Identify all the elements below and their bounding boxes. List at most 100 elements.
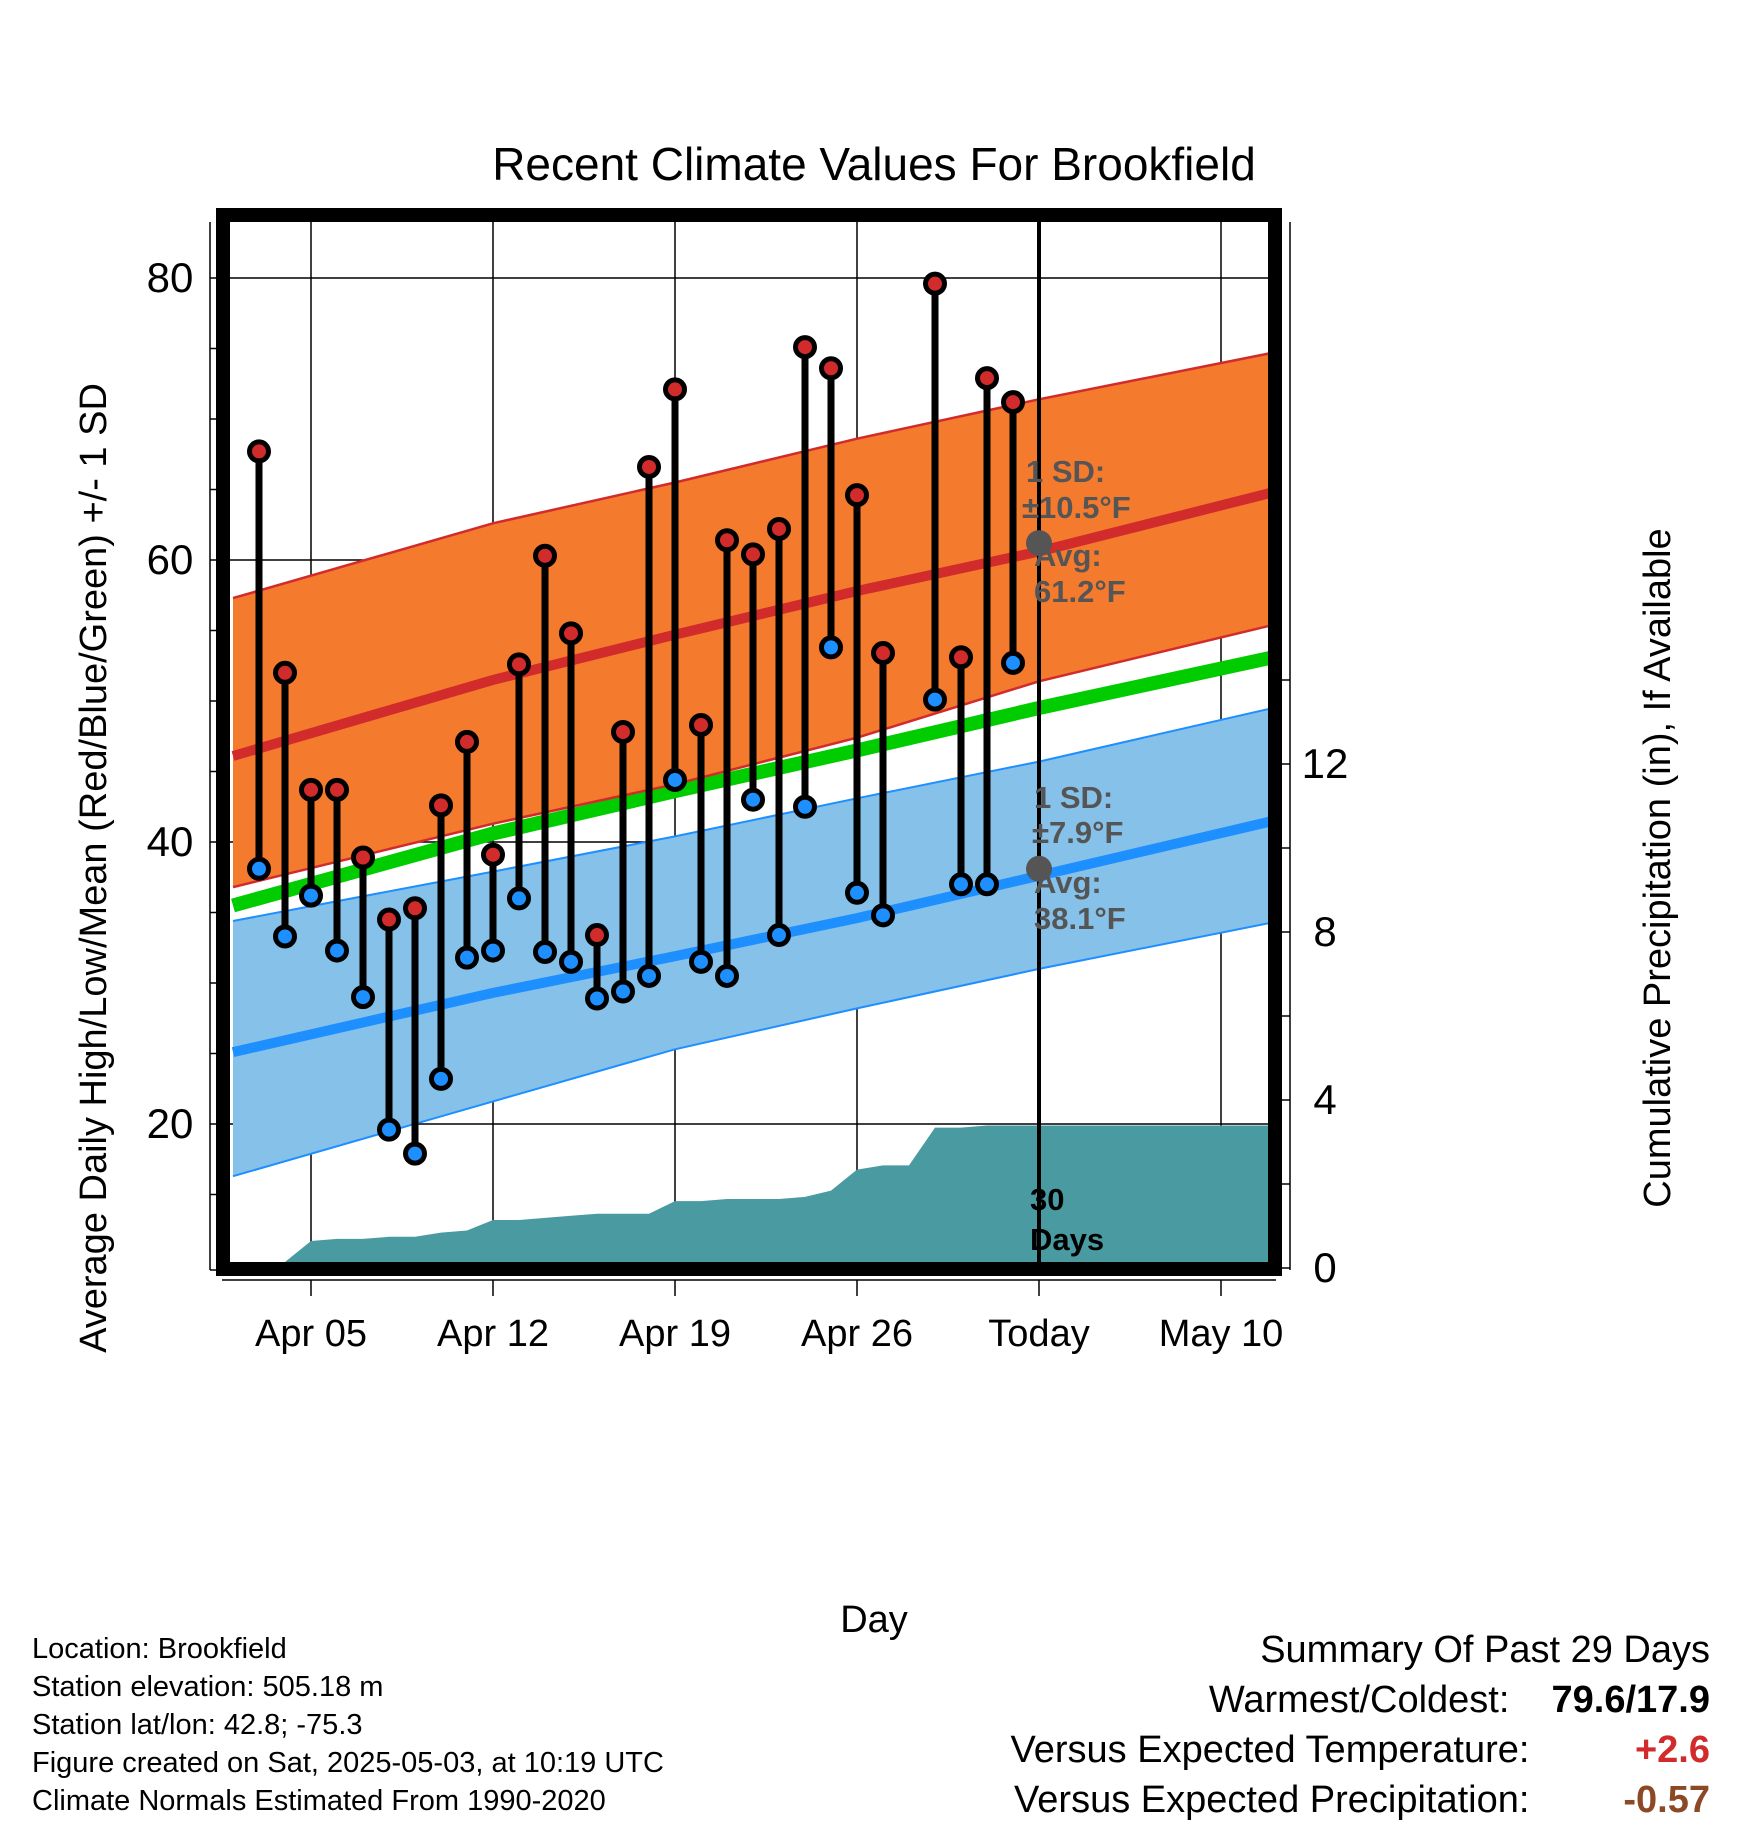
summary-panel: Summary Of Past 29 Days Warmest/Coldest:… (900, 1625, 1710, 1825)
daily-low-point (819, 635, 843, 660)
high-average-marker (1026, 530, 1052, 557)
y-tick-label: 80 (147, 254, 194, 301)
daily-high-point (637, 454, 661, 479)
warmest-coldest-value: 79.6/17.9 (1551, 1679, 1710, 1721)
daily-high-point (533, 543, 557, 568)
x-tick-label: Apr 26 (801, 1313, 913, 1355)
daily-high-point (299, 777, 323, 802)
summary-precipitation: Versus Expected Precipitation: -0.57 (900, 1775, 1710, 1825)
high-band-upper-edge (232, 352, 1268, 600)
low-normal-line (231, 816, 1268, 1057)
precipitation-value: -0.57 (1623, 1779, 1710, 1821)
x-tick-label: Today (988, 1313, 1089, 1355)
daily-high-point (403, 896, 427, 921)
x-tick-label: Apr 19 (619, 1313, 731, 1355)
x-tick-label: Apr 12 (437, 1313, 549, 1355)
daily-low-point (481, 938, 505, 963)
y2-axis-title: Cumulative Precipitation (in), If Availa… (1637, 528, 1679, 1207)
daily-low-point (1001, 650, 1025, 675)
daily-high-point (507, 652, 531, 677)
x-tick-label: Apr 05 (255, 1313, 367, 1355)
daily-low-point (247, 856, 271, 881)
high-sd-value: ±10.5°F (1022, 490, 1131, 525)
daily-low-point (507, 886, 531, 911)
daily-low-point (611, 979, 635, 1004)
daily-high-point (455, 729, 479, 754)
daily-high-point (611, 720, 635, 745)
daily-high-point (377, 907, 401, 932)
daily-low-point (351, 985, 375, 1010)
high-sd-label: 1 SD: (1026, 454, 1105, 489)
daily-low-point (793, 794, 817, 819)
low-band-upper-edge (232, 708, 1268, 922)
summary-temperature: Versus Expected Temperature: +2.6 (900, 1725, 1710, 1775)
x-tick-label: May 10 (1159, 1313, 1284, 1355)
daily-high-point (715, 528, 739, 553)
chart-title: Recent Climate Values For Brookfield (492, 138, 1256, 190)
low-sd-label: 1 SD: (1034, 780, 1113, 815)
y2-tick-label: 12 (1302, 740, 1349, 787)
daily-low-point (455, 945, 479, 970)
daily-high-point (481, 842, 505, 867)
temperature-value: +2.6 (1634, 1729, 1710, 1771)
daily-high-point (689, 712, 713, 737)
daily-high-point (247, 439, 271, 464)
daily-low-point (949, 872, 973, 897)
daily-high-point (767, 516, 791, 541)
daily-high-point (585, 923, 609, 948)
daily-low-point (403, 1141, 427, 1166)
daily-high-point (871, 641, 895, 666)
daily-low-point (325, 938, 349, 963)
low-band-lower-edge (232, 922, 1268, 1178)
y-axis-title: Average Daily High/Low/Mean (Red/Blue/Gr… (73, 383, 115, 1353)
elevation-text: Station elevation: 505.18 m (32, 1671, 384, 1703)
daily-low-point (741, 787, 765, 812)
precipitation-area (285, 1125, 1268, 1262)
daily-low-point (845, 880, 869, 905)
daily-high-point (325, 777, 349, 802)
location-text: Location: Brookfield (32, 1633, 287, 1665)
y-tick-label: 20 (147, 1100, 194, 1147)
temperature-label: Versus Expected Temperature: (1010, 1729, 1530, 1771)
daily-high-point (351, 845, 375, 870)
y-tick-label: 40 (147, 818, 194, 865)
mean-normal-line (231, 651, 1268, 913)
daily-low-point (663, 767, 687, 792)
daily-high-point (793, 335, 817, 360)
station-info: Location: Brookfield Station elevation: … (32, 1630, 664, 1820)
daily-high-point (1001, 390, 1025, 415)
daily-low-point (715, 963, 739, 988)
latlon-text: Station lat/lon: 42.8; -75.3 (32, 1709, 363, 1741)
daily-high-point (663, 377, 687, 402)
daily-high-point (429, 793, 453, 818)
daily-low-point (585, 986, 609, 1011)
daily-high-point (741, 542, 765, 567)
daily-low-point (871, 903, 895, 928)
daily-low-point (637, 963, 661, 988)
daily-high-point (559, 621, 583, 646)
high-normal-line (231, 488, 1268, 761)
daily-high-point (273, 660, 297, 685)
warmest-coldest-label: Warmest/Coldest: (1208, 1679, 1510, 1721)
y2-tick-label: 4 (1313, 1076, 1336, 1123)
low-sd-value: ±7.9°F (1032, 815, 1123, 850)
daily-low-point (559, 949, 583, 974)
daily-high-point (845, 483, 869, 508)
high-avg-label: Avg: (1034, 538, 1102, 573)
daily-low-point (429, 1066, 453, 1091)
today-days-number: 30 (1030, 1182, 1064, 1217)
created-text: Figure created on Sat, 2025-05-03, at 10… (32, 1747, 664, 1779)
daily-low-point (923, 687, 947, 712)
daily-high-point (819, 356, 843, 381)
daily-low-point (377, 1117, 401, 1142)
normals-text: Climate Normals Estimated From 1990-2020 (32, 1785, 606, 1817)
summary-title: Summary Of Past 29 Days (1260, 1629, 1710, 1671)
daily-low-point (533, 939, 557, 964)
high-band-lower-edge (232, 624, 1268, 889)
daily-high-point (923, 271, 947, 296)
precipitation-label: Versus Expected Precipitation: (1014, 1779, 1530, 1821)
y2-tick-label: 8 (1313, 908, 1336, 955)
daily-low-point (299, 883, 323, 908)
summary-warmest-coldest: Warmest/Coldest: 79.6/17.9 (900, 1675, 1710, 1725)
